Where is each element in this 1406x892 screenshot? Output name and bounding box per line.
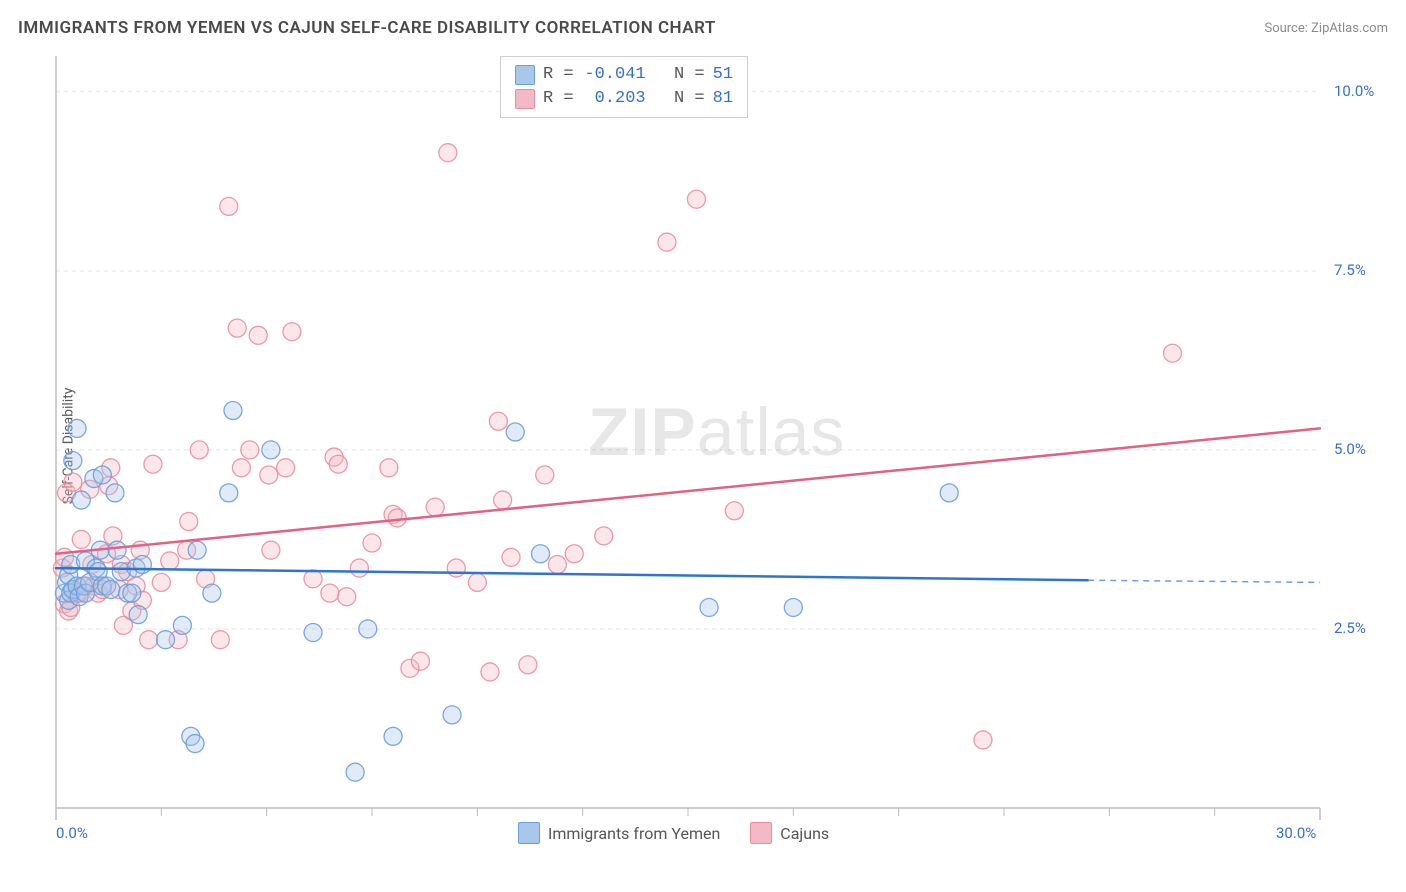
axis-tick-label: 7.5% <box>1334 261 1366 279</box>
legend-item: Cajuns <box>750 822 829 844</box>
stats-row: R = -0.041 N = 51 <box>515 63 733 87</box>
stat-n-label: N = <box>654 63 705 87</box>
source-attribution: Source: ZipAtlas.com <box>1264 21 1388 36</box>
stat-r-value: -0.041 <box>582 63 646 87</box>
stat-r-label: R = <box>543 87 574 111</box>
axis-tick-label: 2.5% <box>1334 619 1366 637</box>
plot-svg <box>48 48 1388 848</box>
stat-n-value: 51 <box>713 63 733 87</box>
chart-header: IMMIGRANTS FROM YEMEN VS CAJUN SELF-CARE… <box>18 18 1388 38</box>
series-legend: Immigrants from Yemen Cajuns <box>518 822 829 844</box>
legend-swatch <box>750 822 772 844</box>
stat-r-label: R = <box>543 63 574 87</box>
correlation-stats-box: R = -0.041 N = 51R = 0.203 N = 81 <box>500 56 748 118</box>
axis-tick-label: 5.0% <box>1334 440 1366 458</box>
stat-r-value: 0.203 <box>582 87 646 111</box>
legend-swatch <box>518 822 540 844</box>
legend-label: Immigrants from Yemen <box>548 824 720 843</box>
stats-row: R = 0.203 N = 81 <box>515 87 733 111</box>
chart-title: IMMIGRANTS FROM YEMEN VS CAJUN SELF-CARE… <box>18 18 716 38</box>
series-swatch <box>515 65 535 85</box>
axis-tick-label: 10.0% <box>1334 82 1374 100</box>
stat-n-label: N = <box>654 87 705 111</box>
series-swatch <box>515 89 535 109</box>
legend-item: Immigrants from Yemen <box>518 822 720 844</box>
scatter-plot: R = -0.041 N = 51R = 0.203 N = 81 ZIPatl… <box>48 48 1388 848</box>
axis-tick-label: 30.0% <box>1276 824 1316 842</box>
axis-tick-label: 0.0% <box>56 824 88 842</box>
stat-n-value: 81 <box>713 87 733 111</box>
legend-label: Cajuns <box>780 824 829 843</box>
